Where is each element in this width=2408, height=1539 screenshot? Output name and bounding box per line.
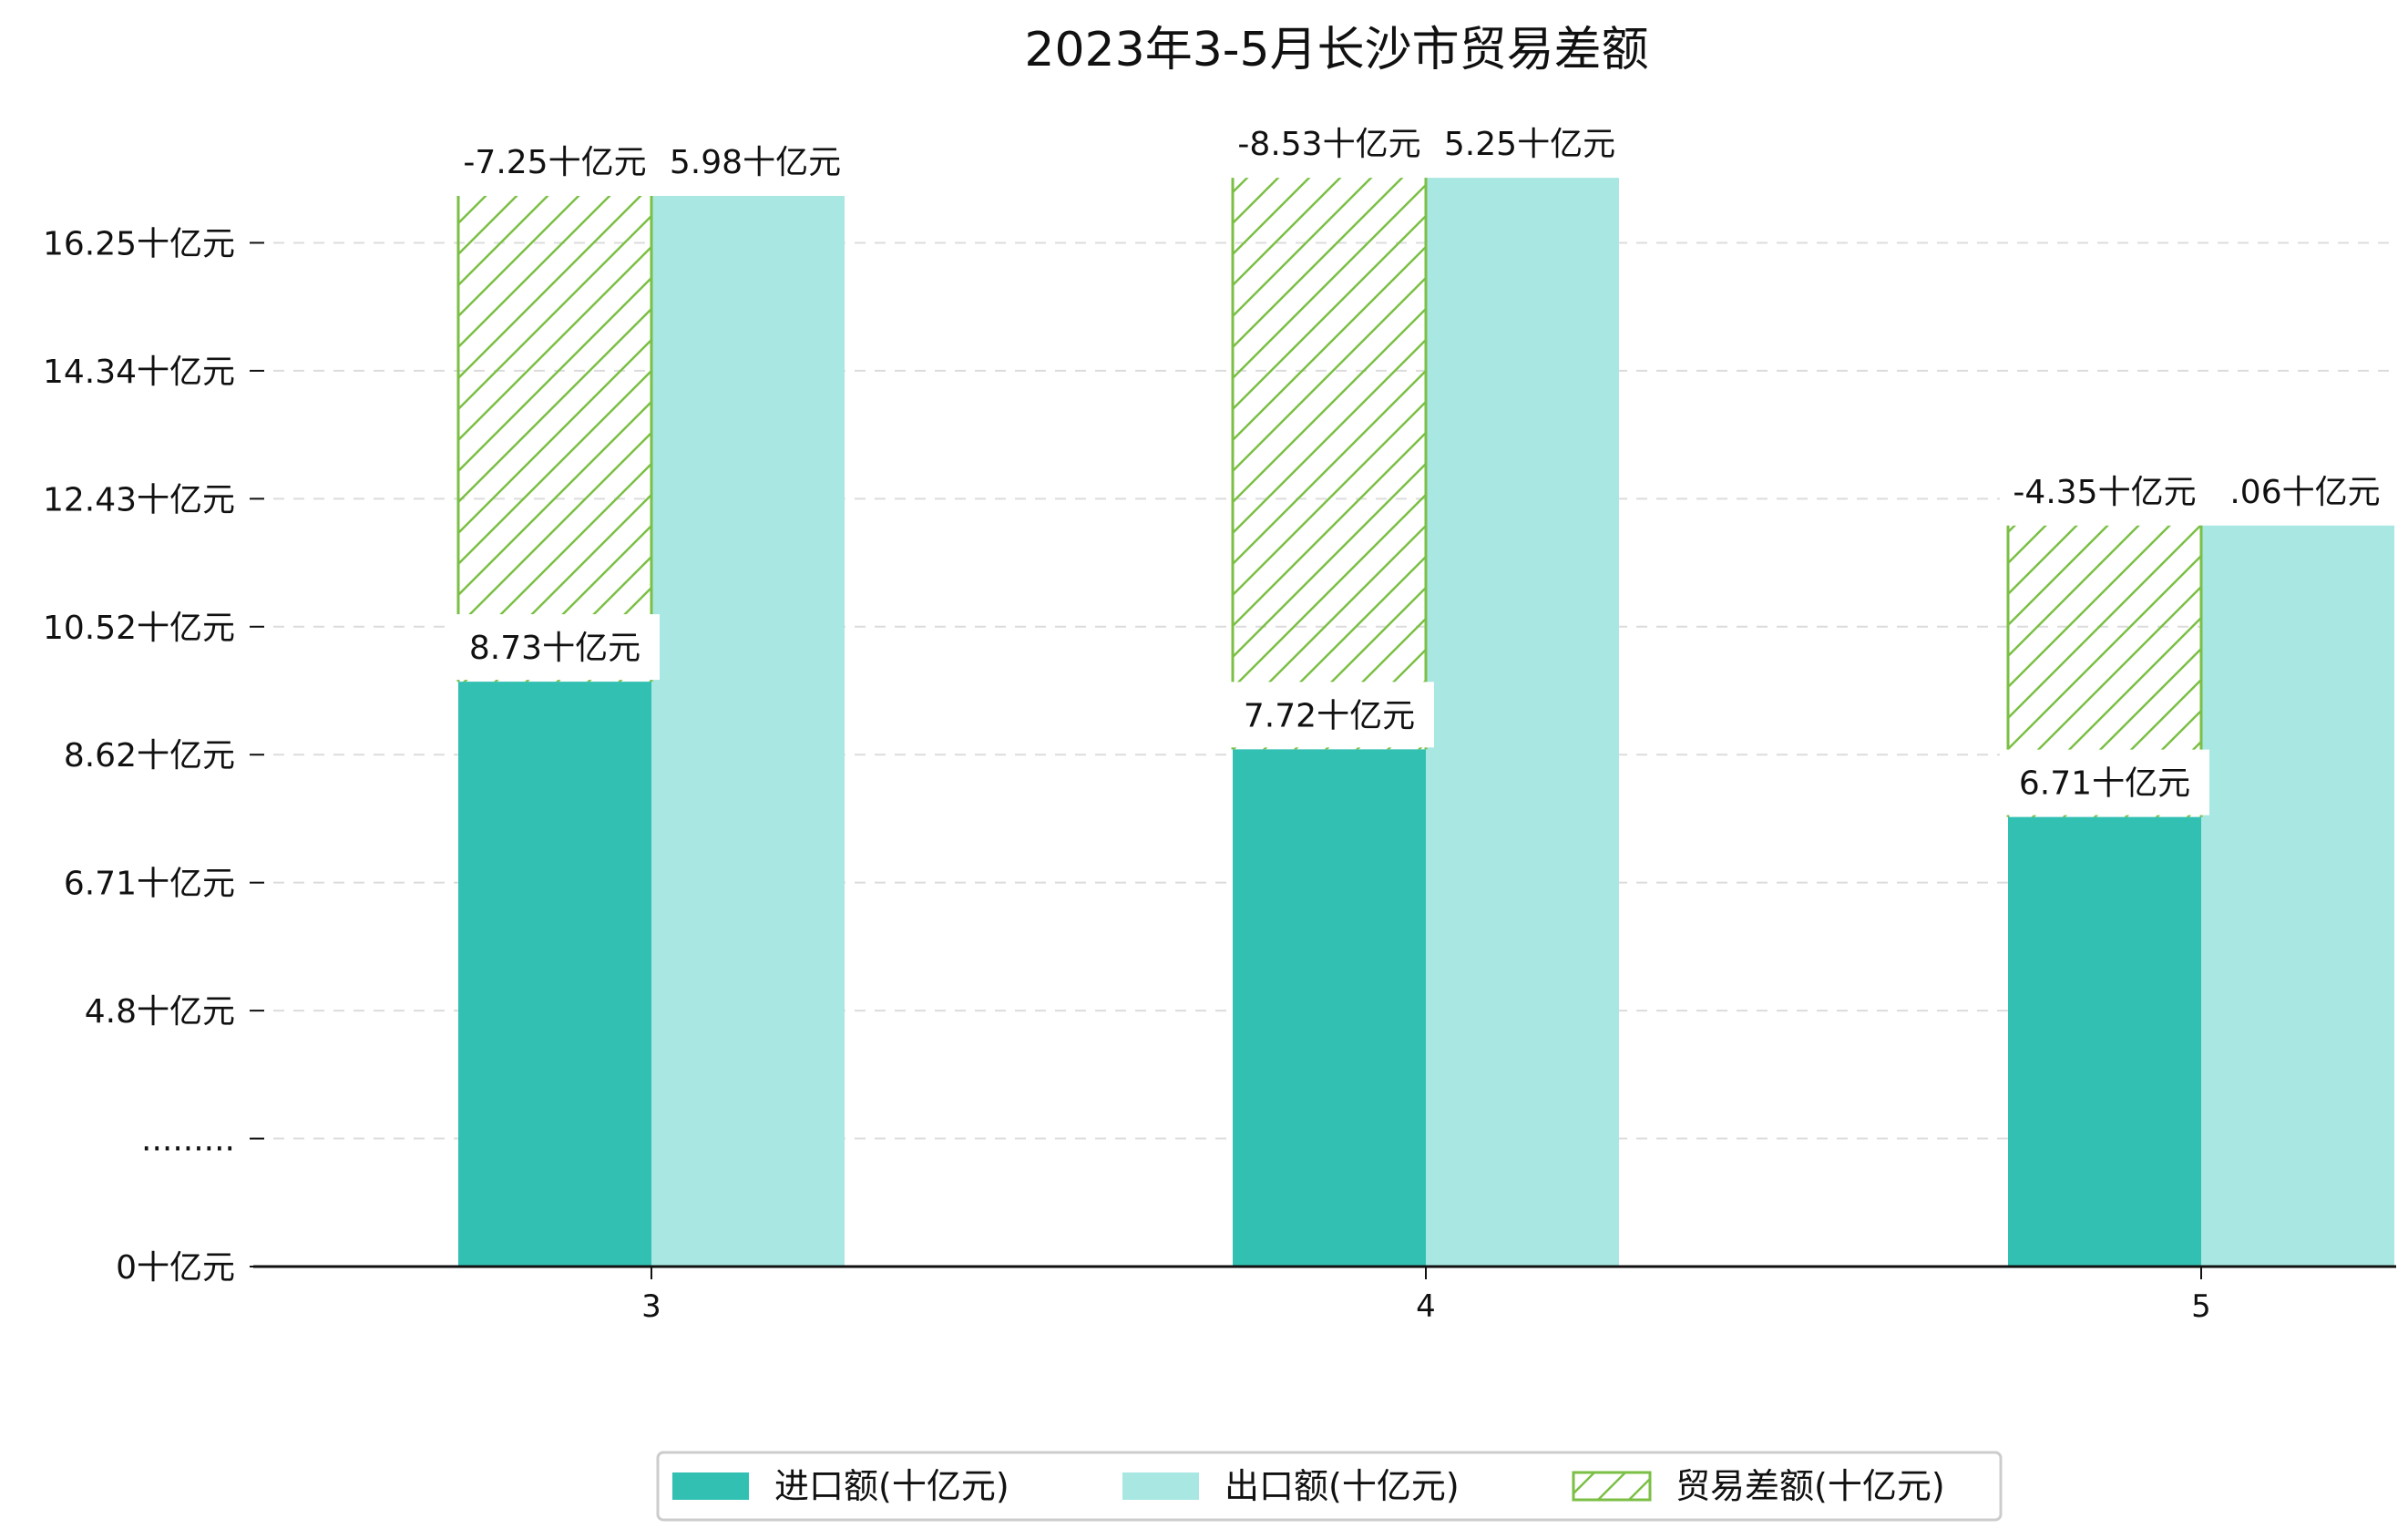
- balance-label-4-box: [1224, 110, 1434, 177]
- y-tick-label-7: 14.34十亿元: [43, 354, 235, 391]
- legend-swatch-balance: [1572, 1471, 1652, 1502]
- import-label-4: 7.72十亿元: [1244, 697, 1415, 734]
- y-tick-label-0: 0十亿元: [116, 1249, 235, 1287]
- data-labels: 8.73十亿元 5.98十亿元 -7.25十亿元 7.72十亿元 5.25十亿元 -8.5…: [450, 110, 2408, 816]
- balance-bar-edge-4: [1231, 178, 1428, 750]
- import-bar-4: [1233, 749, 1426, 1267]
- chart-title: 2023年3-5月长沙市贸易差额: [1024, 23, 1648, 77]
- y-tick-label-6: 12.43十亿元: [43, 481, 235, 518]
- export-label-5-box: [2200, 457, 2408, 524]
- y-tick-label-2: 4.8十亿元: [85, 993, 235, 1031]
- import-label-5-box: [2000, 749, 2209, 816]
- import-bar-5: [2008, 816, 2201, 1267]
- export-label-4: 5.25十亿元: [1444, 126, 1615, 163]
- x-axis: 3 4 5: [253, 1265, 2396, 1325]
- import-label-4-box: [1224, 682, 1434, 748]
- export-label-5: .06十亿元: [2229, 474, 2380, 511]
- y-tick-label-5: 10.52十亿元: [43, 610, 235, 647]
- legend-label-export: 出口额(十亿元): [1224, 1466, 1460, 1506]
- legend-label-balance: 贸易差额(十亿元): [1675, 1466, 1945, 1506]
- balance-label-4: -8.53十亿元: [1237, 126, 1420, 163]
- legend-swatch-import: [672, 1472, 749, 1500]
- balance-bar-3: [458, 196, 651, 682]
- bars: [456, 178, 2394, 1267]
- legend-frame: [656, 1451, 2003, 1522]
- balance-label-5: -4.35十亿元: [2013, 474, 2196, 511]
- x-tick-label-4: 4: [1416, 1288, 1436, 1325]
- balance-bar-edge-3: [456, 196, 653, 682]
- legend: 进口额(十亿元) 出口额(十亿元) 贸易差额(十亿元): [656, 1451, 2003, 1522]
- x-tick-label-3: 3: [641, 1288, 661, 1325]
- legend-label-import: 进口额(十亿元): [774, 1466, 1009, 1506]
- import-label-3: 8.73十亿元: [469, 630, 640, 667]
- export-bar-4: [1426, 178, 1619, 1267]
- export-bar-5: [2201, 525, 2394, 1267]
- y-axis: 0十亿元......... 4.8十亿元 6.71十亿元 8.62十亿元 10.52十亿…: [43, 225, 264, 1287]
- export-bar-3: [651, 196, 845, 1267]
- balance-bar-4: [1233, 178, 1426, 750]
- export-label-3: 5.98十亿元: [670, 144, 841, 181]
- y-tick-label-8: 16.25十亿元: [43, 225, 235, 262]
- balance-label-3-box: [450, 128, 660, 194]
- balance-label-3: -7.25十亿元: [463, 144, 646, 181]
- import-label-3-box: [450, 614, 660, 681]
- y-tick-label-4: 8.62十亿元: [64, 737, 235, 775]
- y-tick-label-1: .........: [141, 1122, 235, 1159]
- balance-label-5-box: [2000, 457, 2209, 524]
- import-bar-3: [458, 682, 651, 1267]
- x-tick-label-5: 5: [2191, 1288, 2211, 1325]
- legend-swatch-export: [1122, 1472, 1199, 1500]
- y-tick-label-3: 6.71十亿元: [64, 866, 235, 903]
- export-label-3-box: [651, 128, 860, 194]
- export-label-4-box: [1425, 110, 1634, 177]
- import-label-5: 6.71十亿元: [2019, 765, 2190, 803]
